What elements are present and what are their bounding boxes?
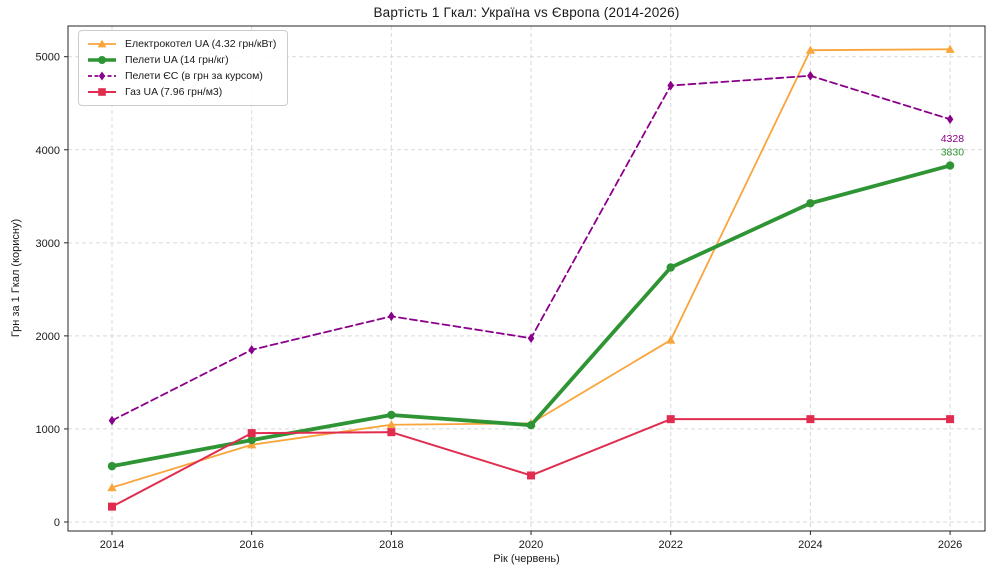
legend-item-label: Пелети ЄС (в грн за курсом)	[125, 70, 263, 82]
x-tick-label: 2016	[239, 539, 263, 551]
circle-marker-icon	[247, 435, 256, 445]
triangle-marker-icon	[666, 335, 676, 344]
triangle-marker-icon	[945, 44, 955, 53]
x-tick-label: 2024	[798, 539, 822, 551]
y-tick-label: 2000	[36, 331, 60, 343]
legend-marker-icon	[88, 56, 116, 64]
y-tick-label: 3000	[36, 238, 60, 250]
circle-marker-icon	[107, 461, 117, 471]
x-tick-label: 2014	[100, 539, 124, 551]
square-marker-icon	[247, 429, 256, 438]
legend-item: Пелети ЄС (в грн за курсом)	[87, 70, 276, 82]
diamond-marker-icon	[527, 333, 535, 343]
plot-border	[67, 25, 986, 532]
circle-marker-icon	[98, 56, 106, 64]
square-marker-icon	[527, 471, 536, 480]
y-tick-label: 0	[54, 517, 60, 529]
x-tick-label: 2018	[379, 539, 403, 551]
square-marker-icon	[107, 502, 116, 511]
legend-item-label: Газ UA (7.96 грн/м3)	[125, 86, 223, 98]
value-annotation: 4328	[941, 133, 965, 145]
circle-marker-icon	[945, 161, 955, 170]
square-marker-icon	[98, 88, 106, 96]
legend-item-label: Електрокотел UA (4.32 грн/кВт)	[125, 38, 277, 50]
chart-title: Вартість 1 Гкал: Україна vs Європа (2014…	[373, 5, 680, 20]
x-axis-label: Рік (червень)	[493, 553, 560, 565]
diamond-marker-icon	[98, 71, 106, 81]
square-marker-icon	[666, 415, 675, 424]
legend-item: Електрокотел UA (4.32 грн/кВт)	[87, 38, 276, 50]
legend-marker-icon	[88, 88, 116, 96]
diamond-marker-icon	[388, 311, 395, 322]
x-tick-label: 2022	[658, 539, 682, 551]
legend-marker-icon	[88, 39, 116, 48]
legend: Електрокотел UA (4.32 грн/кВт) Пелети UA …	[78, 30, 289, 106]
legend-marker-icon	[88, 71, 116, 81]
square-marker-icon	[946, 415, 955, 424]
circle-marker-icon	[526, 420, 536, 430]
circle-marker-icon	[806, 199, 815, 208]
square-marker-icon	[806, 415, 815, 424]
x-tick-label: 2020	[519, 539, 543, 551]
diamond-marker-icon	[248, 345, 255, 355]
diamond-marker-icon	[108, 415, 116, 426]
x-tick-label: 2026	[938, 539, 962, 551]
diamond-marker-icon	[807, 70, 814, 81]
legend-item: Пелети UA (14 грн/кг)	[87, 54, 276, 66]
legend-item: Газ UA (7.96 грн/м3)	[87, 86, 276, 98]
circle-marker-icon	[387, 410, 396, 420]
y-tick-label: 4000	[36, 145, 60, 157]
triangle-marker-icon	[805, 45, 815, 54]
y-tick-label: 5000	[36, 52, 60, 64]
y-tick-label: 1000	[36, 424, 60, 436]
triangle-marker-icon	[97, 39, 107, 48]
legend-item-label: Пелети UA (14 грн/кг)	[125, 54, 229, 66]
diamond-marker-icon	[667, 80, 675, 91]
diamond-marker-icon	[946, 114, 954, 125]
circle-marker-icon	[666, 263, 675, 272]
square-marker-icon	[387, 428, 396, 437]
triangle-marker-icon	[386, 420, 396, 429]
triangle-marker-icon	[107, 482, 117, 492]
value-annotation: 3830	[941, 147, 965, 159]
